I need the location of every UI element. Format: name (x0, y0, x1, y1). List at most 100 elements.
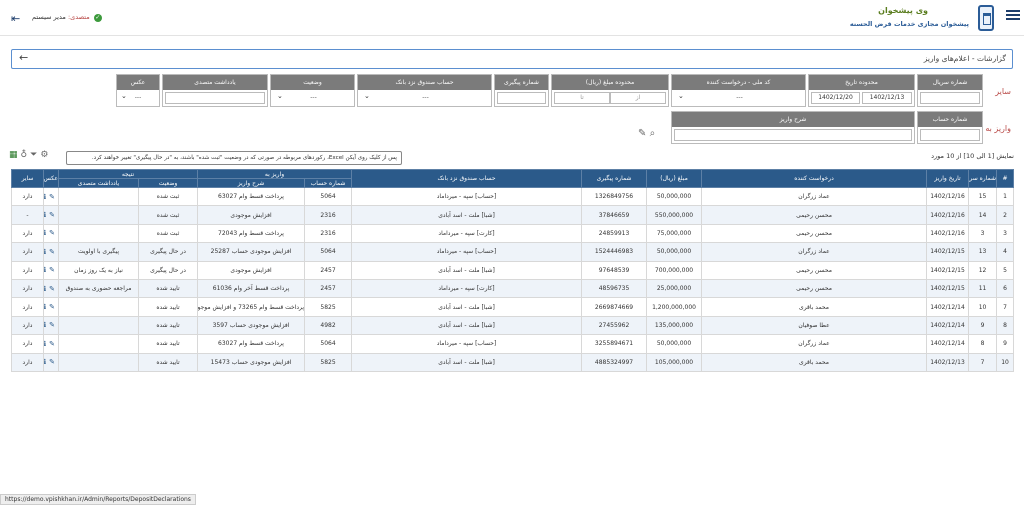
tracking-input[interactable] (497, 92, 546, 104)
date-to-input[interactable]: 1402/12/20 (811, 92, 860, 104)
row-amount: 25,000,000 (646, 278, 703, 299)
settings-gear-icon[interactable]: ⚙ (40, 150, 49, 160)
row-account: 5825 (304, 352, 353, 372)
national-id-select[interactable]: --- (676, 90, 803, 104)
top-bar: وی پیشخوان پیشخوان مجازی خدمات قرض الحسن… (0, 0, 1024, 36)
row-action-icons[interactable]: ✎ℹ… (43, 339, 58, 348)
row-bank: [شبا] ملت - اسد آبادی (351, 297, 583, 317)
back-arrow-icon[interactable]: ← (19, 51, 29, 64)
row-actions[interactable]: ✎ℹ… (43, 205, 59, 225)
table-row[interactable]: 4 13 1402/12/15 عماد زرگران 50,000,000 152444… (11, 242, 1015, 262)
table-row[interactable]: 5 12 1402/12/15 محسن رحیمی 700,000,000 976485… (11, 260, 1015, 280)
eraser-icon[interactable]: ✎ (638, 128, 647, 139)
table-row[interactable]: 3 3 1402/12/16 محسن رحیمی 75,000,000 24859913… (11, 223, 1015, 244)
row-action-icons[interactable]: ✎ℹ… (43, 284, 58, 293)
row-tracking: 1326849756 (581, 186, 648, 207)
row-tracking: 37846659 (581, 205, 648, 225)
photo-select[interactable]: --- (119, 90, 157, 104)
col-amount: مبلغ (ریال) (646, 169, 703, 188)
table-row[interactable]: 2 14 1402/12/16 محسن رحیمی 550,000,000 378466… (11, 205, 1015, 225)
row-serial: 3 (968, 223, 998, 244)
row-actions[interactable]: ✎ℹ… (43, 334, 59, 354)
deposit-desc-input[interactable] (674, 129, 912, 141)
row-actions[interactable]: ✎ℹ… (43, 315, 59, 336)
table-row[interactable]: 8 9 1402/12/14 عطا صوفیان 135,000,000 2745596… (11, 315, 1015, 336)
row-account: 2316 (304, 205, 353, 225)
row-action-icons[interactable]: ✎ℹ… (43, 211, 58, 220)
row-desc: پرداخت قسط وام 72043 (197, 223, 306, 244)
row-bank: [حساب] سپه - میرداماد (351, 186, 583, 207)
row-actions[interactable]: ✎ℹ… (43, 223, 59, 244)
brand-subtitle: پیشخوان مجازی خدمات قرض الحسنه (849, 20, 969, 28)
row-actions[interactable]: ✎ℹ… (43, 297, 59, 317)
col-note: یادداشت متصدی (57, 178, 140, 188)
status-select[interactable]: --- (275, 90, 352, 104)
filter-group-other-label: سایر (995, 87, 1011, 96)
filter-tracking: شماره پیگیری (494, 74, 549, 107)
row-photo: دارد (11, 334, 44, 354)
row-amount: 50,000,000 (646, 242, 703, 262)
row-index: 10 (996, 352, 1015, 372)
row-actions[interactable]: ✎ℹ… (43, 242, 59, 262)
row-status: در حال پیگیری (138, 242, 199, 262)
row-desc: پرداخت قسط وام 63027 (197, 186, 306, 207)
operator-note-input[interactable] (165, 92, 265, 104)
row-bank: [حساب] سپه - میرداماد (351, 334, 583, 354)
row-photo: - (11, 205, 44, 225)
col-group-result: نتیجه (57, 169, 199, 179)
row-amount: 50,000,000 (646, 334, 703, 354)
row-tracking: 4885324997 (581, 352, 648, 372)
col-desc: شرح واریز (197, 178, 306, 188)
row-tracking: 27455962 (581, 315, 648, 336)
row-action-icons[interactable]: ✎ℹ… (43, 358, 58, 367)
table-row[interactable]: 6 11 1402/12/15 محسن رحیمی 25,000,000 4859673… (11, 278, 1015, 299)
row-requester: محسن رحیمی (701, 223, 928, 244)
row-action-icons[interactable]: ✎ℹ… (43, 229, 58, 238)
row-note (57, 334, 140, 354)
search-icon[interactable]: ⌕ (649, 128, 656, 139)
status-bar-url: https://demo.vpishkhan.ir/Admin/Reports/… (0, 494, 196, 505)
row-account: 5064 (304, 334, 353, 354)
filter-group-deposit-label: واریز به (985, 124, 1011, 133)
check-icon: ✓ (93, 14, 102, 22)
row-actions[interactable]: ✎ℹ… (43, 260, 59, 280)
row-serial: 14 (968, 205, 998, 225)
row-date: 1402/12/15 (926, 242, 970, 262)
row-tracking: 2669874669 (581, 297, 648, 317)
hamburger-menu-icon[interactable] (1006, 8, 1020, 22)
filter-serial: شماره سریال (917, 74, 983, 107)
row-account: 2316 (304, 223, 353, 244)
logout-icon[interactable]: ⇤ (11, 12, 21, 25)
col-other: سایر (11, 169, 44, 188)
bank-account-select[interactable]: --- (362, 90, 489, 104)
filter-icon[interactable]: ⏷ (30, 150, 38, 160)
serial-input[interactable] (920, 92, 980, 104)
row-account: 5064 (304, 242, 353, 262)
row-status: تایید شده (138, 334, 199, 354)
row-date: 1402/12/15 (926, 260, 970, 280)
date-from-input[interactable]: 1402/12/13 (862, 92, 912, 104)
row-desc: افزایش موجودی (197, 205, 306, 225)
table-row[interactable]: 9 8 1402/12/14 عماد زرگران 50,000,000 3255894… (11, 334, 1015, 354)
row-actions[interactable]: ✎ℹ… (43, 352, 59, 372)
excel-export-icon[interactable]: ▦ (9, 150, 18, 160)
row-action-icons[interactable]: ✎ℹ… (43, 266, 58, 275)
table-row[interactable]: 10 7 1402/12/13 محمد باقری 105,000,000 488532… (11, 352, 1015, 372)
table-row[interactable]: 1 15 1402/12/16 عماد زرگران 50,000,000 132684… (11, 186, 1015, 207)
row-action-icons[interactable]: ✎ℹ… (43, 192, 58, 201)
amount-from-input[interactable]: از (610, 92, 666, 104)
table-row[interactable]: 7 10 1402/12/14 محمد باقری 1,200,000,000 2669… (11, 297, 1015, 317)
account-no-input[interactable] (920, 129, 980, 141)
row-tracking: 24859913 (581, 223, 648, 244)
user-name: مدیر سیستم (32, 13, 66, 21)
lightbulb-icon[interactable]: ♁ (20, 150, 28, 160)
row-action-icons[interactable]: ✎ℹ… (43, 321, 58, 330)
col-date: تاریخ واریز (926, 169, 970, 188)
row-actions[interactable]: ✎ℹ… (43, 278, 59, 299)
row-actions[interactable]: ✎ℹ… (43, 186, 59, 207)
row-action-icons[interactable]: ✎ℹ… (43, 303, 58, 312)
amount-to-input[interactable]: تا (554, 92, 610, 104)
row-action-icons[interactable]: ✎ℹ… (43, 247, 58, 256)
row-status: در حال پیگیری (138, 260, 199, 280)
row-desc: افزایش موجودی (197, 260, 306, 280)
